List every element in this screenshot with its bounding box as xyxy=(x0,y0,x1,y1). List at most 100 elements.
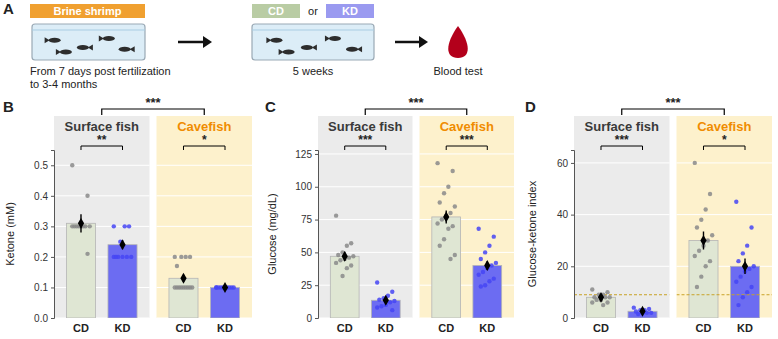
fish-body xyxy=(49,38,61,43)
bar xyxy=(473,266,502,319)
x-tick: CD xyxy=(176,318,192,334)
grid-line xyxy=(157,226,253,227)
bar xyxy=(689,240,718,318)
point xyxy=(590,300,594,304)
fish-tail xyxy=(266,37,271,43)
arrow-head xyxy=(419,36,428,48)
x-tick-label: CD xyxy=(176,322,192,334)
y-axis-line xyxy=(51,151,55,319)
point xyxy=(479,284,483,288)
x-tick: CD xyxy=(438,318,454,334)
point xyxy=(336,253,340,257)
facet-background xyxy=(318,116,413,318)
point xyxy=(188,255,192,259)
point xyxy=(741,251,745,255)
point xyxy=(590,287,594,291)
point xyxy=(695,285,699,289)
tag-box xyxy=(30,4,145,18)
fish-body xyxy=(77,45,89,50)
grid-line xyxy=(157,165,253,166)
mean-marker xyxy=(222,282,228,293)
y-tick: 0.0 xyxy=(34,313,54,324)
y-tick-mark xyxy=(571,318,574,319)
fish-body xyxy=(283,50,295,55)
mean-marker xyxy=(443,212,449,223)
y-tick-mark xyxy=(51,196,54,197)
arrow-shaft xyxy=(395,41,421,44)
point xyxy=(605,290,609,294)
y-tick-mark xyxy=(315,318,318,319)
y-tick-label: 0.5 xyxy=(34,160,48,171)
x-tick-label: KD xyxy=(115,322,131,334)
point xyxy=(608,295,612,299)
facet-title: Cavefish xyxy=(697,119,751,134)
point xyxy=(375,280,379,284)
point xyxy=(703,264,707,268)
point xyxy=(446,185,450,189)
grid-line xyxy=(157,195,253,196)
y-tick-mark xyxy=(571,215,574,216)
bar xyxy=(432,217,461,318)
y-tick-mark xyxy=(315,187,318,188)
y-tick: 60 xyxy=(557,158,574,169)
point xyxy=(85,252,89,256)
y-tick: 100 xyxy=(295,181,318,192)
point xyxy=(636,312,640,316)
point xyxy=(440,217,444,221)
mean-marker xyxy=(78,218,84,229)
y-tick-label: 40 xyxy=(557,209,569,220)
point xyxy=(647,307,651,311)
y-axis-line xyxy=(315,151,319,319)
point xyxy=(632,305,636,309)
point xyxy=(129,255,133,259)
grid-line xyxy=(574,266,670,267)
x-axis: CDKD xyxy=(319,318,414,334)
mean-marker xyxy=(484,260,490,271)
x-tick: KD xyxy=(217,318,233,334)
point xyxy=(438,244,442,248)
point xyxy=(390,290,394,294)
point xyxy=(351,254,355,258)
fish xyxy=(45,37,61,43)
figure: ABrine shrimpFrom 7 days post fertilizat… xyxy=(0,0,778,339)
x-axis-line xyxy=(319,318,414,319)
plot-area xyxy=(169,255,240,318)
y-tick-label: 0.3 xyxy=(34,221,48,232)
y-axis: 0.00.10.20.30.40.5 xyxy=(34,151,54,324)
y-tick: 25 xyxy=(301,280,318,291)
fish xyxy=(77,44,93,50)
point xyxy=(492,234,496,238)
facet-title: Surface fish xyxy=(328,119,402,134)
point xyxy=(435,161,439,165)
y-tick-label: 125 xyxy=(295,149,312,160)
point xyxy=(736,303,740,307)
grid-line xyxy=(318,153,413,154)
significance: * xyxy=(202,133,207,147)
grid-line xyxy=(574,162,670,163)
fish-body xyxy=(301,45,313,50)
grid-line xyxy=(318,219,413,220)
point xyxy=(390,308,394,312)
bar xyxy=(169,278,198,318)
point xyxy=(476,227,480,231)
y-tick-mark xyxy=(571,163,574,164)
y-axis: 0255075100125 xyxy=(295,149,318,324)
grid-line xyxy=(677,214,773,215)
fish xyxy=(301,44,317,50)
point xyxy=(232,285,236,289)
tag-label: Brine shrimp xyxy=(54,5,122,17)
fish-body xyxy=(119,47,131,52)
plot-area xyxy=(574,287,670,318)
point xyxy=(438,200,442,204)
y-tick-mark xyxy=(51,318,54,319)
y-axis-line xyxy=(571,151,575,319)
x-tick-label: CD xyxy=(337,322,353,334)
reference-line xyxy=(574,294,670,295)
grid-line xyxy=(318,252,413,253)
x-axis: CD KD xyxy=(157,318,253,334)
point xyxy=(693,161,697,165)
point xyxy=(377,297,381,301)
point xyxy=(345,244,349,248)
point xyxy=(175,285,179,289)
point xyxy=(446,227,450,231)
